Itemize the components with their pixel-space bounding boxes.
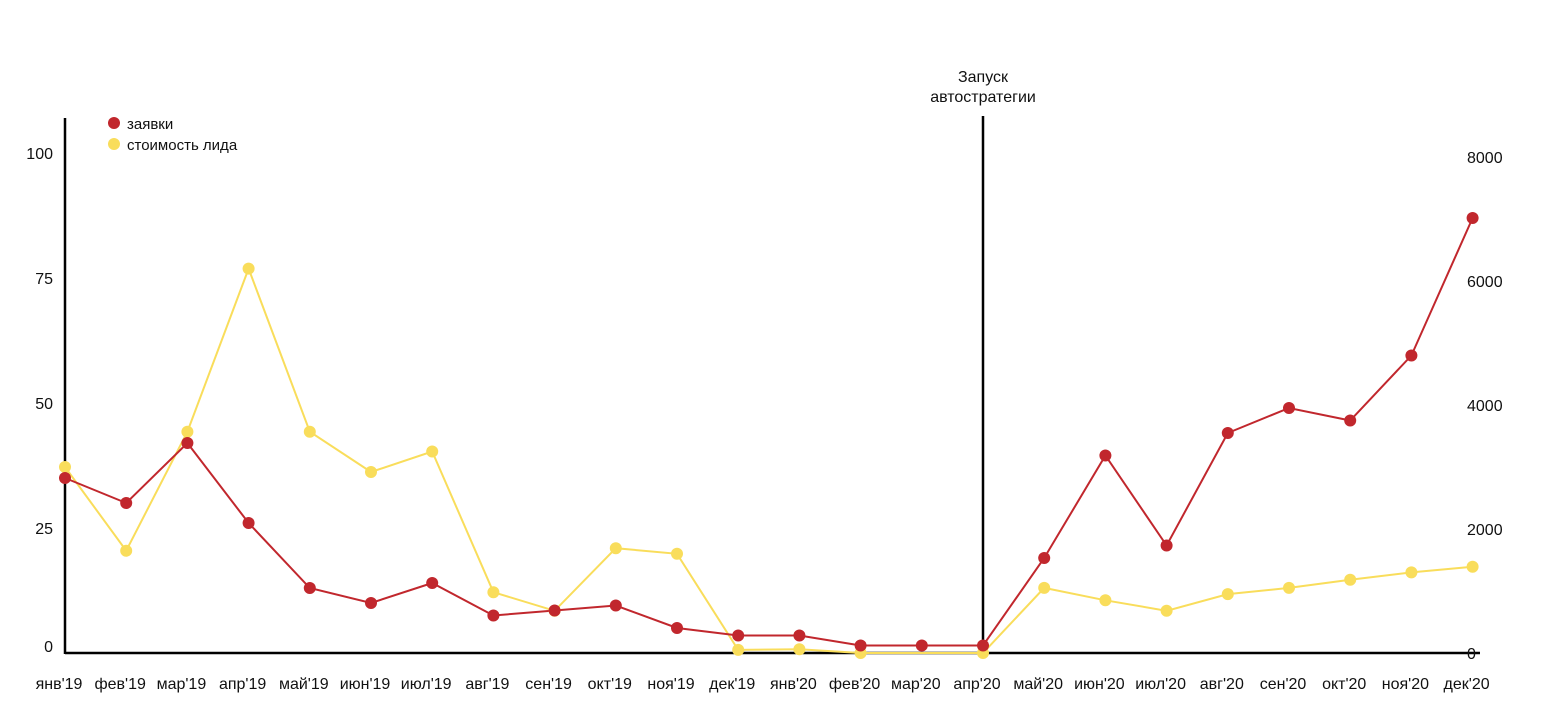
data-point-leads <box>181 437 194 449</box>
data-point-leads <box>365 597 377 609</box>
data-point-leads <box>671 622 683 634</box>
data-point-leads <box>1344 414 1357 427</box>
annotation-label: автостратегии <box>930 89 1036 106</box>
data-point-cost <box>609 542 622 555</box>
data-point-leads <box>426 577 439 589</box>
y-right-tick-label: 0 <box>1467 646 1476 663</box>
data-point-leads <box>1160 539 1173 552</box>
y-right-tick-label: 2000 <box>1467 522 1503 539</box>
x-tick-label: июл'19 <box>401 676 452 693</box>
y-left-tick-label: 25 <box>35 521 53 538</box>
data-point-leads <box>59 472 71 484</box>
data-point-leads <box>548 604 561 617</box>
x-tick-label: фев'19 <box>94 676 146 693</box>
data-point-leads <box>120 497 133 509</box>
series-line-leads <box>64 217 1474 647</box>
x-tick-label: окт'19 <box>588 676 632 693</box>
legend-cost-label: стоимость лида <box>127 137 238 154</box>
x-tick-label: окт'20 <box>1322 676 1366 693</box>
x-tick-label: апр'20 <box>953 676 1000 693</box>
y-right-tick-label: 6000 <box>1467 274 1503 291</box>
x-tick-label: мар'19 <box>157 676 207 693</box>
data-point-cost <box>1283 581 1295 594</box>
legend-leads-label: заявки <box>127 116 173 133</box>
annotation: Запуск автостратегии <box>930 69 1036 653</box>
x-tick-label: дек'19 <box>709 676 755 693</box>
data-point-cost <box>426 445 439 458</box>
data-point-leads <box>1466 212 1479 224</box>
data-point-leads <box>1221 427 1234 439</box>
data-point-cost <box>1099 594 1112 607</box>
data-point-leads <box>1038 552 1051 564</box>
data-point-cost <box>1221 588 1234 601</box>
data-point-cost <box>303 425 316 438</box>
y-left-tick-label: 50 <box>35 396 53 413</box>
x-tick-label: ноя'20 <box>1382 676 1429 693</box>
data-point-cost <box>1344 573 1357 586</box>
data-point-leads <box>1099 449 1112 462</box>
x-tick-label: авг'19 <box>465 676 509 693</box>
data-point-leads <box>242 517 255 529</box>
x-tick-label: ноя'19 <box>647 676 694 693</box>
y-right-tick-label: 8000 <box>1467 150 1503 167</box>
legend: заявки стоимость лида <box>108 116 238 154</box>
x-tick-label: апр'19 <box>219 676 266 693</box>
data-point-leads <box>732 629 745 642</box>
axes: 0 25 50 75 100 0 2000 4000 6000 8000 янв'19 фев'19 м… <box>26 118 1503 693</box>
y-right-tick-label: 4000 <box>1467 398 1503 415</box>
data-point-cost <box>59 461 71 473</box>
data-point-cost <box>242 262 255 275</box>
x-tick-label: авг'20 <box>1200 676 1244 693</box>
data-point-leads <box>854 639 867 652</box>
series-line-cost <box>64 265 1473 654</box>
data-point-leads <box>793 629 806 642</box>
y-left-tick-label: 75 <box>35 271 53 288</box>
x-tick-label: май'20 <box>1013 676 1063 693</box>
series-points <box>59 212 1479 659</box>
y-left-tick-label: 0 <box>44 639 53 656</box>
legend-leads-marker <box>108 117 120 129</box>
data-point-leads <box>487 609 500 622</box>
x-tick-label: сен'19 <box>525 676 572 693</box>
series-lines <box>64 217 1474 654</box>
data-point-leads <box>303 582 316 594</box>
data-point-leads <box>1405 349 1418 362</box>
data-point-cost <box>120 544 133 557</box>
data-point-cost <box>1038 581 1051 594</box>
x-tick-label: янв'20 <box>770 676 817 693</box>
data-point-leads <box>609 599 622 612</box>
data-point-cost <box>793 643 806 656</box>
x-tick-label: мар'20 <box>891 676 941 693</box>
x-tick-label: июл'20 <box>1135 676 1186 693</box>
x-tick-label: янв'19 <box>36 676 83 693</box>
data-point-cost <box>487 586 500 599</box>
x-tick-label: дек'20 <box>1444 676 1490 693</box>
annotation-label: Запуск <box>958 69 1009 86</box>
data-point-cost <box>1405 566 1418 579</box>
data-point-cost <box>671 547 683 560</box>
data-point-cost <box>732 643 745 656</box>
data-point-cost <box>365 466 377 478</box>
data-point-cost <box>1466 560 1479 573</box>
data-point-leads <box>977 639 989 652</box>
data-point-cost <box>181 425 194 438</box>
x-tick-label: фев'20 <box>829 676 881 693</box>
legend-cost-marker <box>108 138 120 150</box>
x-tick-label: сен'20 <box>1260 676 1307 693</box>
data-point-leads <box>915 639 928 652</box>
x-tick-label: июн'20 <box>1074 676 1125 693</box>
y-left-tick-label: 100 <box>26 146 53 163</box>
x-tick-label: май'19 <box>279 676 329 693</box>
data-point-leads <box>1283 402 1295 414</box>
data-point-cost <box>1160 604 1173 617</box>
x-tick-label: июн'19 <box>340 676 391 693</box>
